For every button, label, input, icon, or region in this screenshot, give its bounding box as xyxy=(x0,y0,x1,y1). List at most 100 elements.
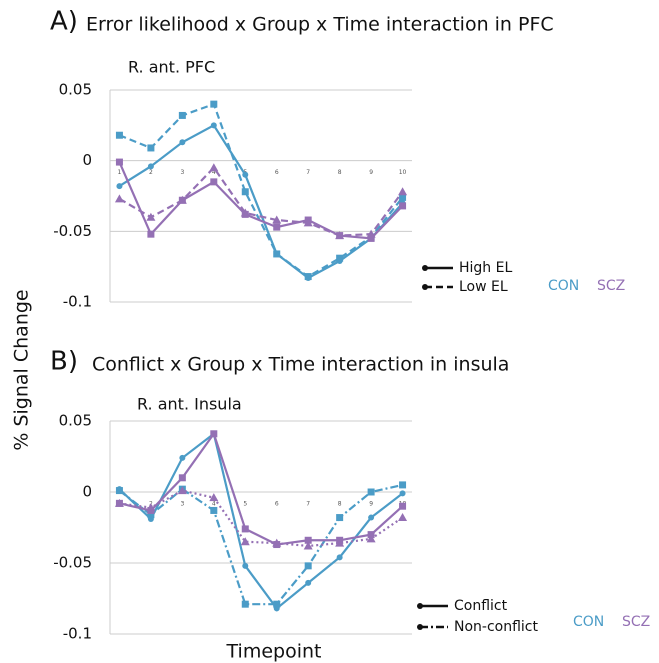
marker xyxy=(336,254,344,262)
series-line xyxy=(119,431,404,546)
marker xyxy=(336,554,343,561)
legend-marker xyxy=(422,265,428,271)
marker xyxy=(335,231,345,240)
x-tick-label: 9 xyxy=(369,169,373,176)
marker xyxy=(115,158,123,166)
marker xyxy=(273,600,281,608)
marker xyxy=(398,187,408,196)
x-axis-label: Timepoint xyxy=(226,641,322,663)
marker xyxy=(304,562,312,570)
marker xyxy=(178,111,186,119)
marker xyxy=(399,202,407,210)
x-tick-label: 2 xyxy=(149,169,153,176)
marker xyxy=(368,514,375,521)
marker xyxy=(146,503,156,512)
marker xyxy=(367,488,375,496)
legend-group: SCZ xyxy=(622,614,650,630)
x-tick-label: 7 xyxy=(306,501,310,508)
marker xyxy=(366,534,376,543)
marker xyxy=(336,514,344,522)
marker xyxy=(209,493,219,502)
marker xyxy=(115,131,123,139)
marker xyxy=(303,218,313,227)
marker xyxy=(272,215,282,224)
marker xyxy=(210,100,218,108)
series-line xyxy=(118,483,403,606)
y-tick-label: -0.05 xyxy=(53,554,92,572)
x-tick-label: 8 xyxy=(338,501,342,508)
marker xyxy=(240,208,250,217)
series-line xyxy=(118,161,404,240)
legend-label: High EL xyxy=(459,260,512,276)
marker xyxy=(177,486,187,495)
y-tick-label: 0 xyxy=(82,151,92,169)
marker xyxy=(305,579,312,586)
marker xyxy=(242,562,249,569)
marker xyxy=(210,506,218,514)
marker xyxy=(210,122,217,129)
marker xyxy=(304,273,312,281)
marker xyxy=(399,502,407,510)
marker xyxy=(241,188,249,196)
x-tick-label: 1 xyxy=(118,169,122,176)
marker xyxy=(399,481,407,489)
series-line xyxy=(118,123,404,280)
legend-group: CON xyxy=(548,278,579,294)
marker xyxy=(241,525,249,533)
marker xyxy=(210,430,218,438)
marker xyxy=(272,538,282,547)
marker xyxy=(178,474,186,482)
x-tick-label: 9 xyxy=(369,501,373,508)
marker xyxy=(147,230,155,238)
legend-marker xyxy=(417,603,423,609)
legend-group: CON xyxy=(573,614,604,630)
x-tick-label: 6 xyxy=(275,169,279,176)
panel-label: A) xyxy=(50,7,78,37)
marker xyxy=(240,537,250,546)
marker xyxy=(114,194,124,203)
legend-marker xyxy=(422,284,428,290)
marker xyxy=(242,171,249,178)
y-tick-label: 0.05 xyxy=(59,81,92,99)
y-tick-label: 0 xyxy=(82,483,92,501)
panel-label: B) xyxy=(50,347,78,377)
marker xyxy=(209,163,219,172)
chart-subtitle: R. ant. Insula xyxy=(137,395,242,414)
x-tick-label: 4 xyxy=(212,501,216,508)
chart-title: Conflict x Group x Time interaction in i… xyxy=(92,354,509,376)
marker xyxy=(367,234,375,242)
x-tick-label: 10 xyxy=(399,169,407,176)
legend-marker xyxy=(417,624,423,630)
x-tick-label: 8 xyxy=(338,169,342,176)
legend-label: Conflict xyxy=(454,598,508,614)
x-tick-label: 5 xyxy=(243,501,247,508)
marker xyxy=(304,536,312,544)
chart-title: Error likelihood x Group x Time interact… xyxy=(86,14,554,36)
marker xyxy=(273,250,281,258)
marker xyxy=(177,195,187,204)
legend-group: SCZ xyxy=(597,278,625,294)
marker xyxy=(147,144,155,152)
y-axis-label: % Signal Change xyxy=(11,289,33,450)
chart-subtitle: R. ant. PFC xyxy=(128,58,215,77)
y-tick-label: -0.05 xyxy=(53,222,92,240)
marker xyxy=(399,193,407,201)
marker xyxy=(146,212,156,221)
marker xyxy=(210,178,218,186)
marker xyxy=(179,139,186,146)
marker xyxy=(179,454,186,461)
legend-label: Non-conflict xyxy=(454,619,539,635)
marker xyxy=(147,163,154,170)
marker xyxy=(303,541,313,550)
x-tick-label: 4 xyxy=(212,169,216,176)
y-tick-label: -0.1 xyxy=(63,293,92,311)
marker xyxy=(398,513,408,522)
marker xyxy=(335,538,345,547)
x-tick-label: 3 xyxy=(180,169,184,176)
series-line xyxy=(119,102,404,278)
marker xyxy=(115,487,123,495)
x-tick-label: 6 xyxy=(275,501,279,508)
series-line xyxy=(118,431,404,611)
y-tick-label: -0.1 xyxy=(63,625,92,643)
